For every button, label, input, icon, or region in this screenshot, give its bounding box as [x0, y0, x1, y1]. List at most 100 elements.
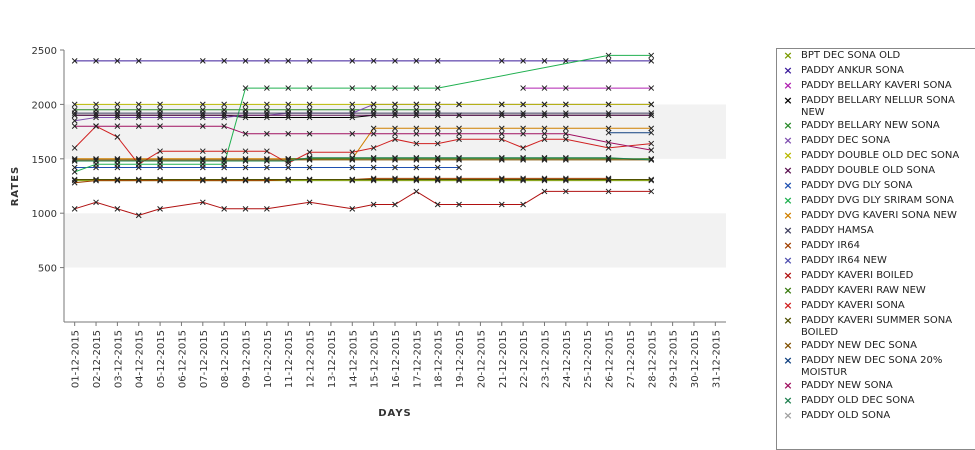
data-point: [264, 205, 270, 212]
data-point: [264, 158, 270, 164]
legend-marker-icon: ×: [783, 284, 793, 297]
legend-marker-icon: ×: [783, 64, 793, 77]
data-point: [370, 101, 377, 108]
data-point: [413, 164, 420, 171]
data-point: [157, 123, 163, 130]
x-tick-label: 26-12-2015: [605, 330, 616, 388]
data-point: [605, 139, 612, 146]
data-point: [349, 101, 356, 108]
data-point: [306, 112, 313, 119]
data-point: [648, 112, 655, 119]
data-point: [434, 201, 441, 208]
data-point: [562, 110, 569, 116]
data-point: [392, 125, 398, 132]
data-point: [413, 157, 420, 163]
data-point: [285, 177, 292, 184]
data-point: [562, 130, 569, 137]
data-point: [114, 157, 121, 163]
data-point: [520, 101, 526, 108]
legend-marker-icon: ×: [783, 409, 793, 422]
legend-item: × PADDY KAVERI BOILED: [777, 269, 975, 284]
data-point: [264, 58, 270, 64]
x-tick-label: 06-12-2015: [177, 330, 188, 388]
data-point: [413, 155, 420, 162]
data-point: [434, 157, 441, 163]
data-point: [520, 145, 526, 151]
x-tick-label: 09-12-2015: [242, 330, 253, 388]
data-point: [306, 155, 313, 162]
data-point: [456, 164, 462, 171]
data-point: [199, 101, 206, 108]
data-point: [264, 110, 270, 116]
legend-label: PADDY DOUBLE OLD DEC SONA: [801, 150, 960, 161]
data-point: [135, 212, 142, 219]
data-point: [114, 158, 121, 164]
data-point: [306, 154, 313, 161]
data-point: [93, 58, 99, 64]
x-axis-ticks: 01-12-2015 02-12-2015 03-12-2015 04-12-2015…: [71, 322, 722, 388]
data-point: [456, 112, 462, 119]
data-point: [541, 136, 548, 143]
legend-marker-icon: ×: [783, 379, 793, 392]
data-point: [71, 58, 78, 64]
data-point: [541, 112, 548, 119]
data-point: [413, 175, 420, 182]
data-point: [221, 101, 228, 108]
x-tick-label: 17-12-2015: [412, 330, 423, 388]
data-point: [285, 176, 292, 183]
data-point: [157, 101, 163, 108]
data-point: [605, 112, 612, 119]
data-point: [392, 136, 398, 143]
data-point: [562, 154, 569, 161]
x-tick-label: 04-12-2015: [135, 330, 146, 388]
data-point: [498, 136, 505, 143]
data-point: [221, 148, 228, 155]
data-point: [456, 201, 462, 208]
data-point: [71, 205, 78, 212]
data-point: [285, 158, 292, 164]
data-point: [434, 154, 441, 161]
x-tick-label: 14-12-2015: [348, 330, 359, 388]
data-point: [135, 155, 142, 162]
legend-label: PADDY IR64: [801, 240, 860, 251]
legend-label: PADDY BELLARY KAVERI SONA: [801, 80, 952, 91]
data-point: [114, 155, 121, 162]
data-point: [392, 101, 398, 108]
data-point: [221, 123, 228, 130]
data-point: [648, 177, 655, 184]
data-point: [285, 58, 292, 64]
data-point: [605, 125, 612, 132]
data-point: [413, 85, 420, 91]
data-point: [285, 110, 292, 116]
data-point: [306, 101, 313, 108]
legend-marker-icon: ×: [783, 164, 793, 177]
data-point: [221, 112, 228, 119]
data-point: [648, 110, 655, 116]
data-point: [71, 164, 78, 171]
data-point: [199, 158, 206, 164]
data-point: [434, 58, 441, 64]
data-point: [306, 199, 313, 206]
data-point: [648, 176, 655, 183]
data-point: [370, 157, 377, 163]
x-tick-label: 03-12-2015: [113, 330, 124, 388]
legend-label: PADDY KAVERI RAW NEW: [801, 285, 926, 296]
data-point: [242, 177, 249, 184]
data-point: [114, 177, 121, 184]
data-point: [648, 147, 655, 153]
data-point: [199, 155, 206, 162]
data-point: [498, 125, 505, 132]
plot-band: [64, 50, 726, 105]
data-point: [370, 112, 377, 119]
x-axis-title: DAYS: [378, 408, 412, 419]
data-point: [157, 158, 163, 164]
data-point: [541, 188, 548, 195]
legend-item: × PADDY NEW DEC SONA 20% MOISTUR: [777, 354, 975, 379]
data-point: [242, 110, 249, 116]
data-point: [199, 157, 206, 163]
data-point: [370, 176, 377, 183]
data-point: [520, 130, 526, 137]
data-point: [306, 177, 313, 184]
legend-item: × PADDY DEC SONA: [777, 134, 975, 149]
data-point: [242, 148, 249, 155]
